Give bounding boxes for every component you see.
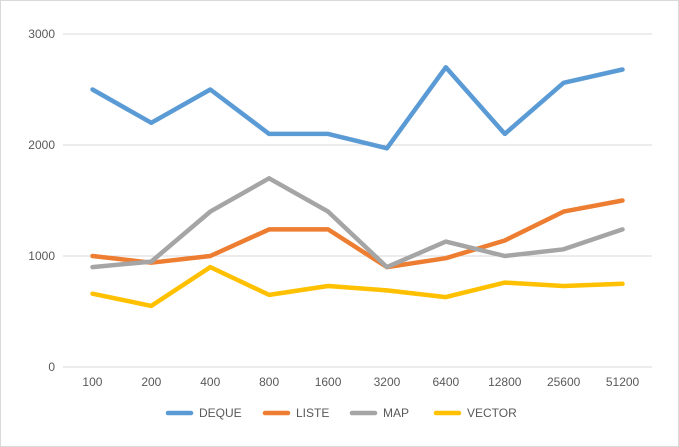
y-tick-label: 1000 bbox=[28, 249, 55, 263]
x-tick-label: 100 bbox=[82, 375, 102, 389]
x-tick-label: 25600 bbox=[547, 375, 581, 389]
y-tick-label: 0 bbox=[48, 360, 55, 374]
series-lines bbox=[90, 65, 625, 309]
y-tick-label: 3000 bbox=[28, 27, 55, 41]
y-tick-label: 2000 bbox=[28, 138, 55, 152]
legend-label-vector: VECTOR bbox=[467, 406, 517, 420]
x-tick-label: 800 bbox=[259, 375, 279, 389]
legend-label-liste: LISTE bbox=[296, 406, 329, 420]
series-line-deque bbox=[90, 65, 625, 151]
x-tick-label: 51200 bbox=[606, 375, 640, 389]
x-axis-ticks: 100 200 400 800 1600 3200 6400 12800 25600 51200 bbox=[82, 375, 639, 389]
x-tick-label: 1600 bbox=[315, 375, 342, 389]
x-tick-label: 400 bbox=[200, 375, 220, 389]
x-tick-label: 200 bbox=[141, 375, 161, 389]
series-line-liste bbox=[90, 198, 625, 270]
x-tick-label: 6400 bbox=[432, 375, 459, 389]
x-tick-label: 12800 bbox=[488, 375, 522, 389]
series-line-map bbox=[90, 176, 625, 270]
legend: DEQUE LISTE MAP VECTOR bbox=[165, 406, 517, 420]
series-line-vector bbox=[90, 264, 625, 309]
x-tick-label: 3200 bbox=[374, 375, 401, 389]
legend-label-map: MAP bbox=[383, 406, 409, 420]
y-axis-ticks: 0 1000 2000 3000 bbox=[28, 27, 55, 374]
legend-label-deque: DEQUE bbox=[199, 406, 242, 420]
